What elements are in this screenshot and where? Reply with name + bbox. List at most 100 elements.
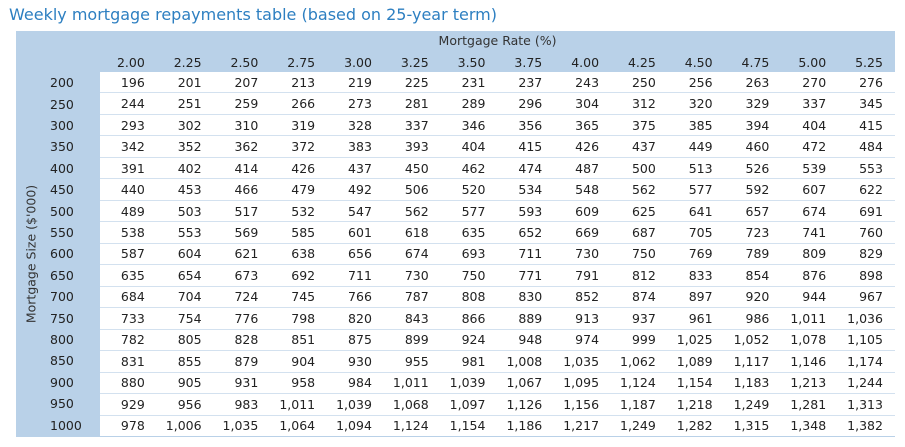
table-cell: 237	[518, 74, 543, 90]
table-cell: 711	[518, 246, 543, 262]
table-cell: 657	[745, 203, 770, 219]
table-cell: 393	[404, 139, 429, 155]
table-cell: 730	[575, 246, 600, 262]
table-cell: 1,313	[847, 396, 883, 412]
table-row: 831 855 879 904 930 955 981 1,008 1,035 1,062 1,08…	[100, 351, 895, 373]
rate-header: 5.00	[798, 55, 827, 70]
table-cell: 855	[177, 353, 202, 369]
table-cell: 414	[234, 160, 259, 176]
rate-header: 3.00	[344, 55, 372, 70]
table-cell: 1,036	[847, 310, 883, 326]
table-row: 684 704 724 745 766 787 808 830 852 874 897 920 944 9…	[100, 287, 895, 309]
table-cell: 219	[348, 74, 372, 90]
table-row: 782 805 828 851 875 899 924 948 974 999 1,025 1,052…	[100, 330, 895, 352]
table-cell: 539	[802, 160, 827, 176]
table-cell: 304	[575, 96, 600, 112]
table-cell: 1,183	[733, 375, 770, 391]
table-row: 733 754 776 798 820 843 866 889 913 937 961 986 1,01…	[100, 308, 895, 330]
table-cell: 577	[688, 182, 713, 198]
rate-header: 4.75	[741, 55, 770, 70]
table-cell: 1,186	[506, 418, 543, 434]
table-cell: 426	[575, 139, 600, 155]
size-header: 650	[50, 267, 74, 283]
rate-header: 2.75	[287, 55, 316, 70]
table-cell: 534	[518, 182, 543, 198]
table-cell: 750	[461, 267, 486, 283]
table-cell: 876	[802, 267, 827, 283]
table-cell: 879	[234, 353, 259, 369]
repayments-grid: 196 201 207 213 219 225 231 237 243 250 256 263 270 2…	[100, 72, 895, 436]
table-cell: 691	[859, 203, 883, 219]
table-cell: 654	[177, 267, 202, 283]
table-cell: 487	[575, 160, 600, 176]
table-cell: 520	[461, 182, 486, 198]
rate-header: 5.25	[855, 55, 883, 70]
table-cell: 687	[631, 225, 656, 241]
table-cell: 789	[745, 246, 770, 262]
table-cell: 1,187	[620, 396, 656, 412]
table-row: 489 503 517 532 547 562 577 593 609 625 641 657 674 6…	[100, 201, 895, 223]
table-cell: 329	[745, 96, 770, 112]
table-cell: 805	[177, 332, 202, 348]
size-header-column: 200 250 300 350 400 450 500 550 600 650 700 750 800 8…	[46, 72, 100, 436]
table-row: 929 956 983 1,011 1,039 1,068 1,097 1,126 1,156 1…	[100, 394, 895, 416]
table-cell: 766	[348, 289, 372, 305]
size-header: 350	[50, 139, 74, 155]
table-cell: 930	[348, 353, 372, 369]
table-cell: 365	[575, 117, 600, 133]
table-cell: 312	[631, 96, 656, 112]
table-cell: 754	[177, 310, 202, 326]
table-cell: 1,011	[790, 310, 827, 326]
table-cell: 462	[461, 160, 486, 176]
table-cell: 1,025	[676, 332, 713, 348]
table-cell: 831	[120, 353, 145, 369]
table-cell: 256	[688, 74, 713, 90]
table-cell: 276	[859, 74, 883, 90]
size-header: 600	[50, 246, 74, 262]
table-cell: 346	[461, 117, 486, 133]
table-cell: 1,154	[676, 375, 713, 391]
rate-header-row: 2.00 2.25 2.50 2.75 3.00 3.25 3.50 3.75 4.00 4.25…	[100, 54, 895, 72]
table-cell: 723	[745, 225, 770, 241]
table-cell: 1,244	[847, 375, 883, 391]
table-cell: 385	[688, 117, 713, 133]
table-cell: 207	[234, 74, 259, 90]
rate-header: 3.75	[514, 55, 543, 70]
table-cell: 474	[518, 160, 543, 176]
table-cell: 453	[177, 182, 202, 198]
table-cell: 273	[348, 96, 372, 112]
table-cell: 983	[234, 396, 259, 412]
rate-header: 4.25	[627, 55, 656, 70]
table-cell: 730	[404, 267, 429, 283]
table-cell: 356	[518, 117, 543, 133]
table-cell: 669	[575, 225, 600, 241]
table-cell: 1,008	[506, 353, 543, 369]
table-cell: 920	[745, 289, 770, 305]
table-cell: 652	[518, 225, 543, 241]
table-cell: 760	[859, 225, 883, 241]
table-cell: 553	[177, 225, 202, 241]
size-header: 950	[50, 396, 74, 412]
table-cell: 489	[120, 203, 145, 219]
table-cell: 492	[348, 182, 372, 198]
table-cell: 1,124	[620, 375, 656, 391]
table-cell: 1,039	[449, 375, 486, 391]
table-cell: 1,174	[847, 353, 883, 369]
table-cell: 526	[745, 160, 770, 176]
table-row: 978 1,006 1,035 1,064 1,094 1,124 1,154 1,186 1,…	[100, 416, 895, 436]
size-header: 200	[50, 75, 74, 91]
table-cell: 1,217	[563, 418, 600, 434]
table-cell: 776	[234, 310, 259, 326]
table-cell: 460	[745, 139, 770, 155]
table-cell: 1,067	[506, 375, 543, 391]
rate-header: 2.25	[173, 55, 202, 70]
table-cell: 231	[461, 74, 486, 90]
table-cell: 415	[518, 139, 543, 155]
mortgage-size-axis-title-wrap: Mortgage Size ($'000)	[16, 72, 46, 436]
table-cell: 880	[120, 375, 145, 391]
table-cell: 955	[404, 353, 429, 369]
size-header: 750	[50, 310, 74, 326]
table-cell: 961	[688, 310, 713, 326]
table-cell: 513	[688, 160, 713, 176]
table-cell: 692	[291, 267, 316, 283]
